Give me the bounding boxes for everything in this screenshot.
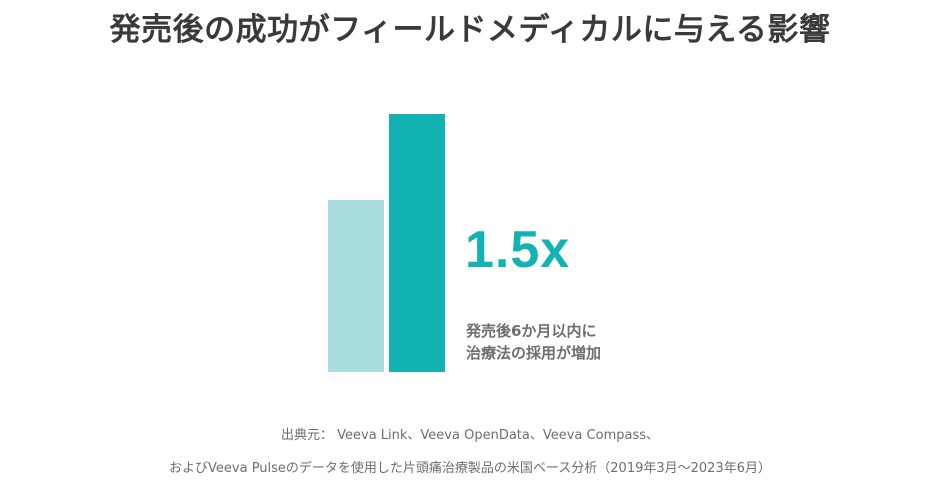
source-note: 出典元： Veeva Link、Veeva OpenData、Veeva Com… [281,428,659,443]
caption-line: 治療法の採用が増加 [466,344,602,362]
bar-after-launch [389,114,445,372]
source-note: およびVeeva Pulseのデータを使用した片頭痛治療製品の米国ベース分析（2… [169,461,771,476]
bars-group [328,114,445,372]
bar-baseline [328,200,384,372]
chart-title: 発売後の成功がフィールドメディカルに与える影響 [109,12,831,48]
chart-caption: 発売後6か月以内に 治療法の採用が増加 [466,320,601,364]
caption-line: 発売後6か月以内に [466,322,597,340]
multiplier-label: 1.5x [465,221,571,279]
